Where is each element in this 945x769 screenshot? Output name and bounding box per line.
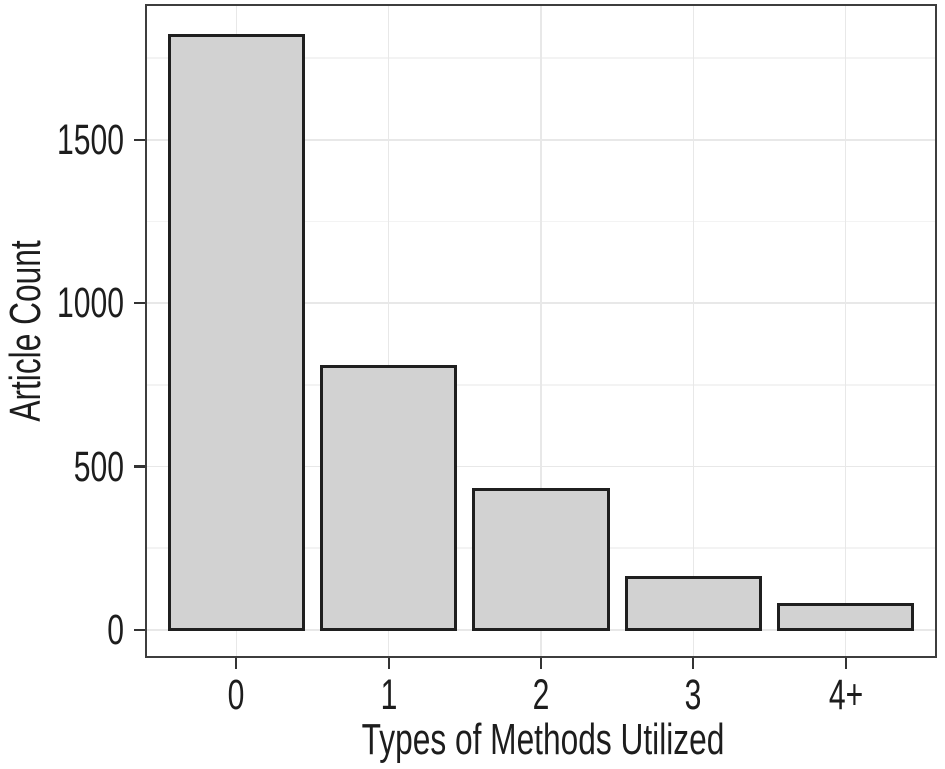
gridline-major-vertical <box>540 4 542 658</box>
x-tick-label: 4+ <box>828 671 863 719</box>
y-tick-label: 0 <box>107 605 124 654</box>
x-tick-label: 0 <box>227 671 245 719</box>
gridline-major-vertical <box>692 4 695 658</box>
x-axis-title: Types of Methods Utilized <box>361 715 725 764</box>
x-axis-tick <box>235 658 238 669</box>
bar-1 <box>320 365 458 632</box>
y-axis-tick <box>134 628 145 631</box>
gridline-major-vertical <box>844 4 847 658</box>
x-axis-tick <box>539 658 543 669</box>
gridline-major-vertical <box>387 4 390 658</box>
bar-4+ <box>777 602 915 632</box>
x-axis-tick <box>692 658 695 669</box>
x-tick-label: 1 <box>380 671 398 719</box>
bar-3 <box>624 576 762 632</box>
bar-2 <box>472 487 610 632</box>
y-tick-label: 1500 <box>57 115 124 164</box>
x-axis-tick <box>387 658 390 669</box>
y-axis-tick <box>134 302 145 305</box>
bar-0 <box>167 33 305 632</box>
y-axis-tick <box>134 138 145 141</box>
x-tick-label: 3 <box>684 671 702 719</box>
y-tick-label: 500 <box>73 442 124 491</box>
x-axis-tick <box>844 658 847 669</box>
x-tick-label: 2 <box>532 671 550 719</box>
y-axis-title: Article Count <box>1 240 50 422</box>
y-axis-tick <box>134 465 145 468</box>
y-tick-label: 1000 <box>57 279 124 328</box>
